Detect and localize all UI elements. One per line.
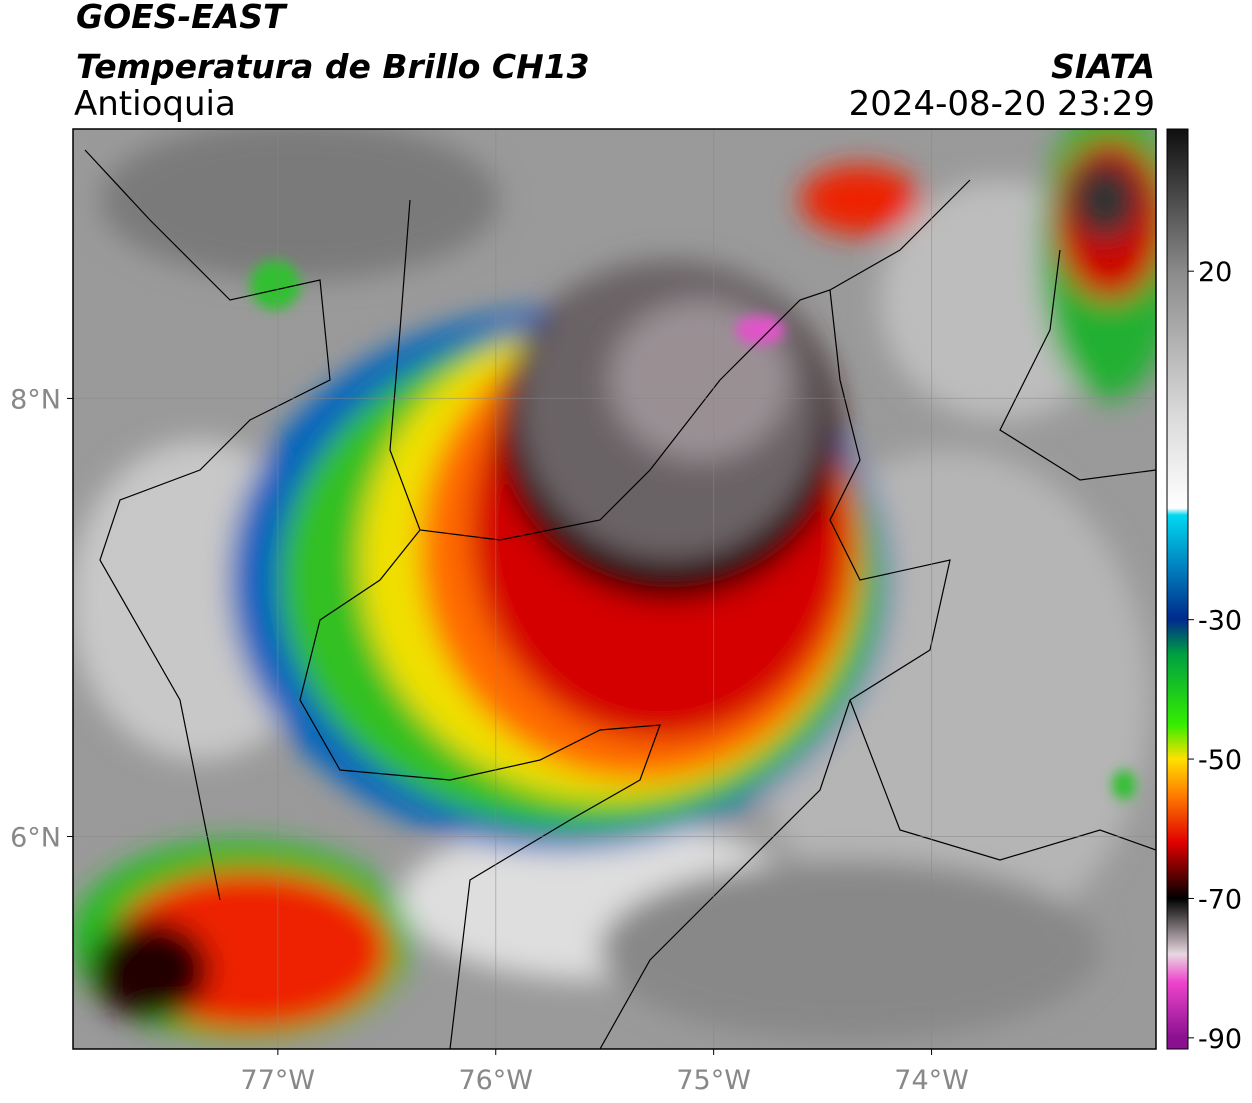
x-tick-label: 74°W [894, 1065, 969, 1096]
graticule [73, 129, 1156, 1049]
colorbar-tick-label: -30 [1198, 606, 1242, 637]
colorbar-tick-label: -90 [1198, 1024, 1242, 1055]
colorbar-tick-label: -70 [1198, 884, 1242, 915]
y-tick-label: 8°N [10, 384, 61, 415]
x-tick-label: 77°W [241, 1065, 316, 1096]
region: Antioquia [74, 84, 236, 124]
subtitle: Temperatura de Brillo CH13 [76, 47, 590, 86]
source: SIATA [1051, 47, 1155, 86]
colorbar-tick-label: 20 [1198, 257, 1232, 288]
title: GOES-EAST [76, 0, 288, 36]
y-tick-label: 6°N [10, 823, 61, 854]
x-tick-label: 76°W [458, 1065, 533, 1096]
colorbar [1166, 128, 1189, 1050]
x-tick-label: 75°W [676, 1065, 751, 1096]
satellite-image [73, 129, 1156, 1049]
datetime: 2024-08-20 23:29 [849, 84, 1155, 124]
colorbar-tick-label: -50 [1198, 745, 1242, 776]
map-frame [72, 128, 1157, 1050]
